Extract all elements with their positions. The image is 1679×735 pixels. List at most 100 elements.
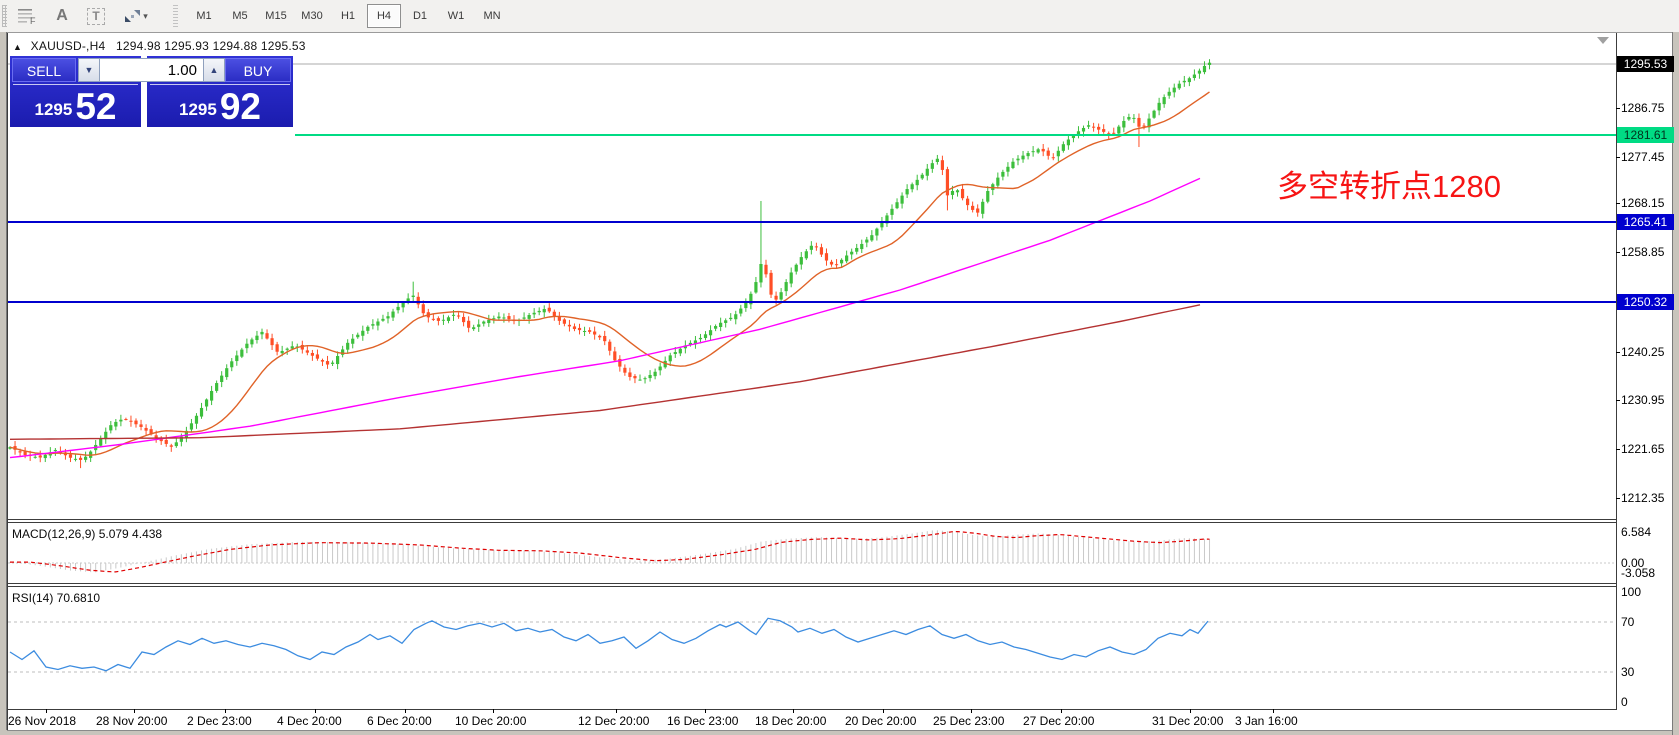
time-label: 6 Dec 20:00 [367,714,432,728]
candle-body [144,427,148,431]
candle-body [567,324,572,327]
candle-body [43,454,47,459]
chart-title: ▲ XAUUSD-,H4 1294.98 1295.93 1294.88 129… [13,39,306,53]
candle-body [547,307,551,312]
candle-body [210,390,214,401]
time-label: 27 Dec 20:00 [1023,714,1095,728]
candle-body [199,407,204,417]
chart-shift-marker[interactable] [1597,37,1609,44]
candle-body [915,179,919,186]
price-chart-canvas[interactable] [8,33,1616,519]
candle-body [456,315,461,317]
candle-body [1127,116,1131,120]
candle-body [870,235,874,241]
one-click-trading-panel: SELL 1295 52 BUY 1295 92 ▼ ▲ [10,56,293,127]
timeframe-button-w1[interactable]: W1 [447,10,465,22]
collapse-triangle-icon[interactable]: ▲ [13,42,23,52]
timeframe-button-h1[interactable]: H1 [340,10,356,22]
chart-right-border [1616,33,1617,710]
candle-body [1147,118,1151,128]
macd-signal-line [10,530,1210,573]
candle-body [386,316,390,319]
timeframe-button-m15[interactable]: M15 [265,10,287,22]
ma-mid-line [9,177,1201,459]
buy-underline [150,84,290,85]
window-bottom-edge [6,730,1672,735]
candle-body [325,361,330,365]
candle-body [799,257,803,265]
toolbar-grip[interactable] [2,5,7,27]
window-left-edge [0,32,7,735]
candle-body [1031,151,1035,153]
candle-body [1071,135,1076,139]
candle-body [1122,120,1126,128]
candle-body [159,438,163,442]
candle-body [139,424,143,427]
text-box-icon[interactable]: T [82,3,110,29]
sell-price[interactable]: 1295 52 [10,86,141,127]
timeframe-button-h4[interactable]: H4 [367,4,401,28]
timeframe-button-m1[interactable]: M1 [196,10,212,22]
volume-increase-button[interactable]: ▲ [203,58,225,82]
buy-button[interactable]: BUY [225,58,291,82]
macd-label: MACD(12,26,9) 5.079 4.438 [12,527,163,541]
candle-body [1092,126,1096,128]
time-label: 3 Jan 16:00 [1235,714,1298,728]
text-label-icon[interactable]: A [48,3,76,29]
timeframe-button-mn[interactable]: MN [483,10,501,22]
templates-f-icon[interactable]: F [14,3,42,29]
candle-body [33,456,37,458]
timeframe-button-d1[interactable]: D1 [412,10,428,22]
indicator-axis-label: 6.584 [1621,525,1652,539]
candle-body [149,429,153,435]
candle-body [391,311,395,318]
candle-body [698,337,703,340]
candle-body [1011,161,1015,169]
timeframe-button-m30[interactable]: M30 [301,10,323,22]
candle-body [1117,126,1121,134]
candle-body [250,339,254,345]
rsi-canvas[interactable] [8,587,1616,709]
candle-body [865,239,869,243]
candle-body [724,320,728,323]
volume-decrease-button[interactable]: ▼ [78,58,100,82]
macd-canvas[interactable] [8,523,1616,583]
macd-top-border [7,519,1616,520]
hline-0[interactable] [295,134,1616,136]
candle-body [431,318,435,320]
candle-body [406,298,410,303]
price-tick [1616,352,1620,353]
chart-text-annotation[interactable]: 多空转折点1280 [1277,169,1501,204]
toolbar: F A T ▾ M1 M5 M15 M30 H1 H4 D1 W1 MN [0,0,1679,33]
candle-body [824,253,829,261]
arrow-objects-button[interactable]: ▾ [116,3,156,29]
candle-body [593,331,597,335]
candle-body [582,330,587,332]
candle-body [945,169,950,196]
candle-body [124,419,128,421]
timeframe-button-m5[interactable]: M5 [232,10,248,22]
candle-body [1157,102,1161,111]
candle-body [532,312,536,315]
indicator-axis-label: 0.00 [1621,556,1645,570]
sell-button[interactable]: SELL [12,58,76,82]
candle-body [164,439,168,444]
buy-price[interactable]: 1295 92 [147,86,293,127]
candle-body [366,326,370,331]
candle-body [1167,91,1171,96]
rsi-top-border [7,583,1616,584]
candle-body [225,368,229,378]
candle-body [855,247,859,252]
buy-price-big: 92 [219,85,261,127]
candle-body [416,296,420,305]
hline-2[interactable] [8,301,1616,303]
time-label: 10 Dec 20:00 [455,714,527,728]
volume-input[interactable] [100,58,203,82]
candle-body [759,263,763,283]
candle-body [356,334,360,338]
arrow-objects-icon [125,10,141,22]
time-tick [46,709,47,713]
hline-1[interactable] [8,221,1616,223]
candle-body [1076,131,1081,137]
candle-body [129,420,133,422]
